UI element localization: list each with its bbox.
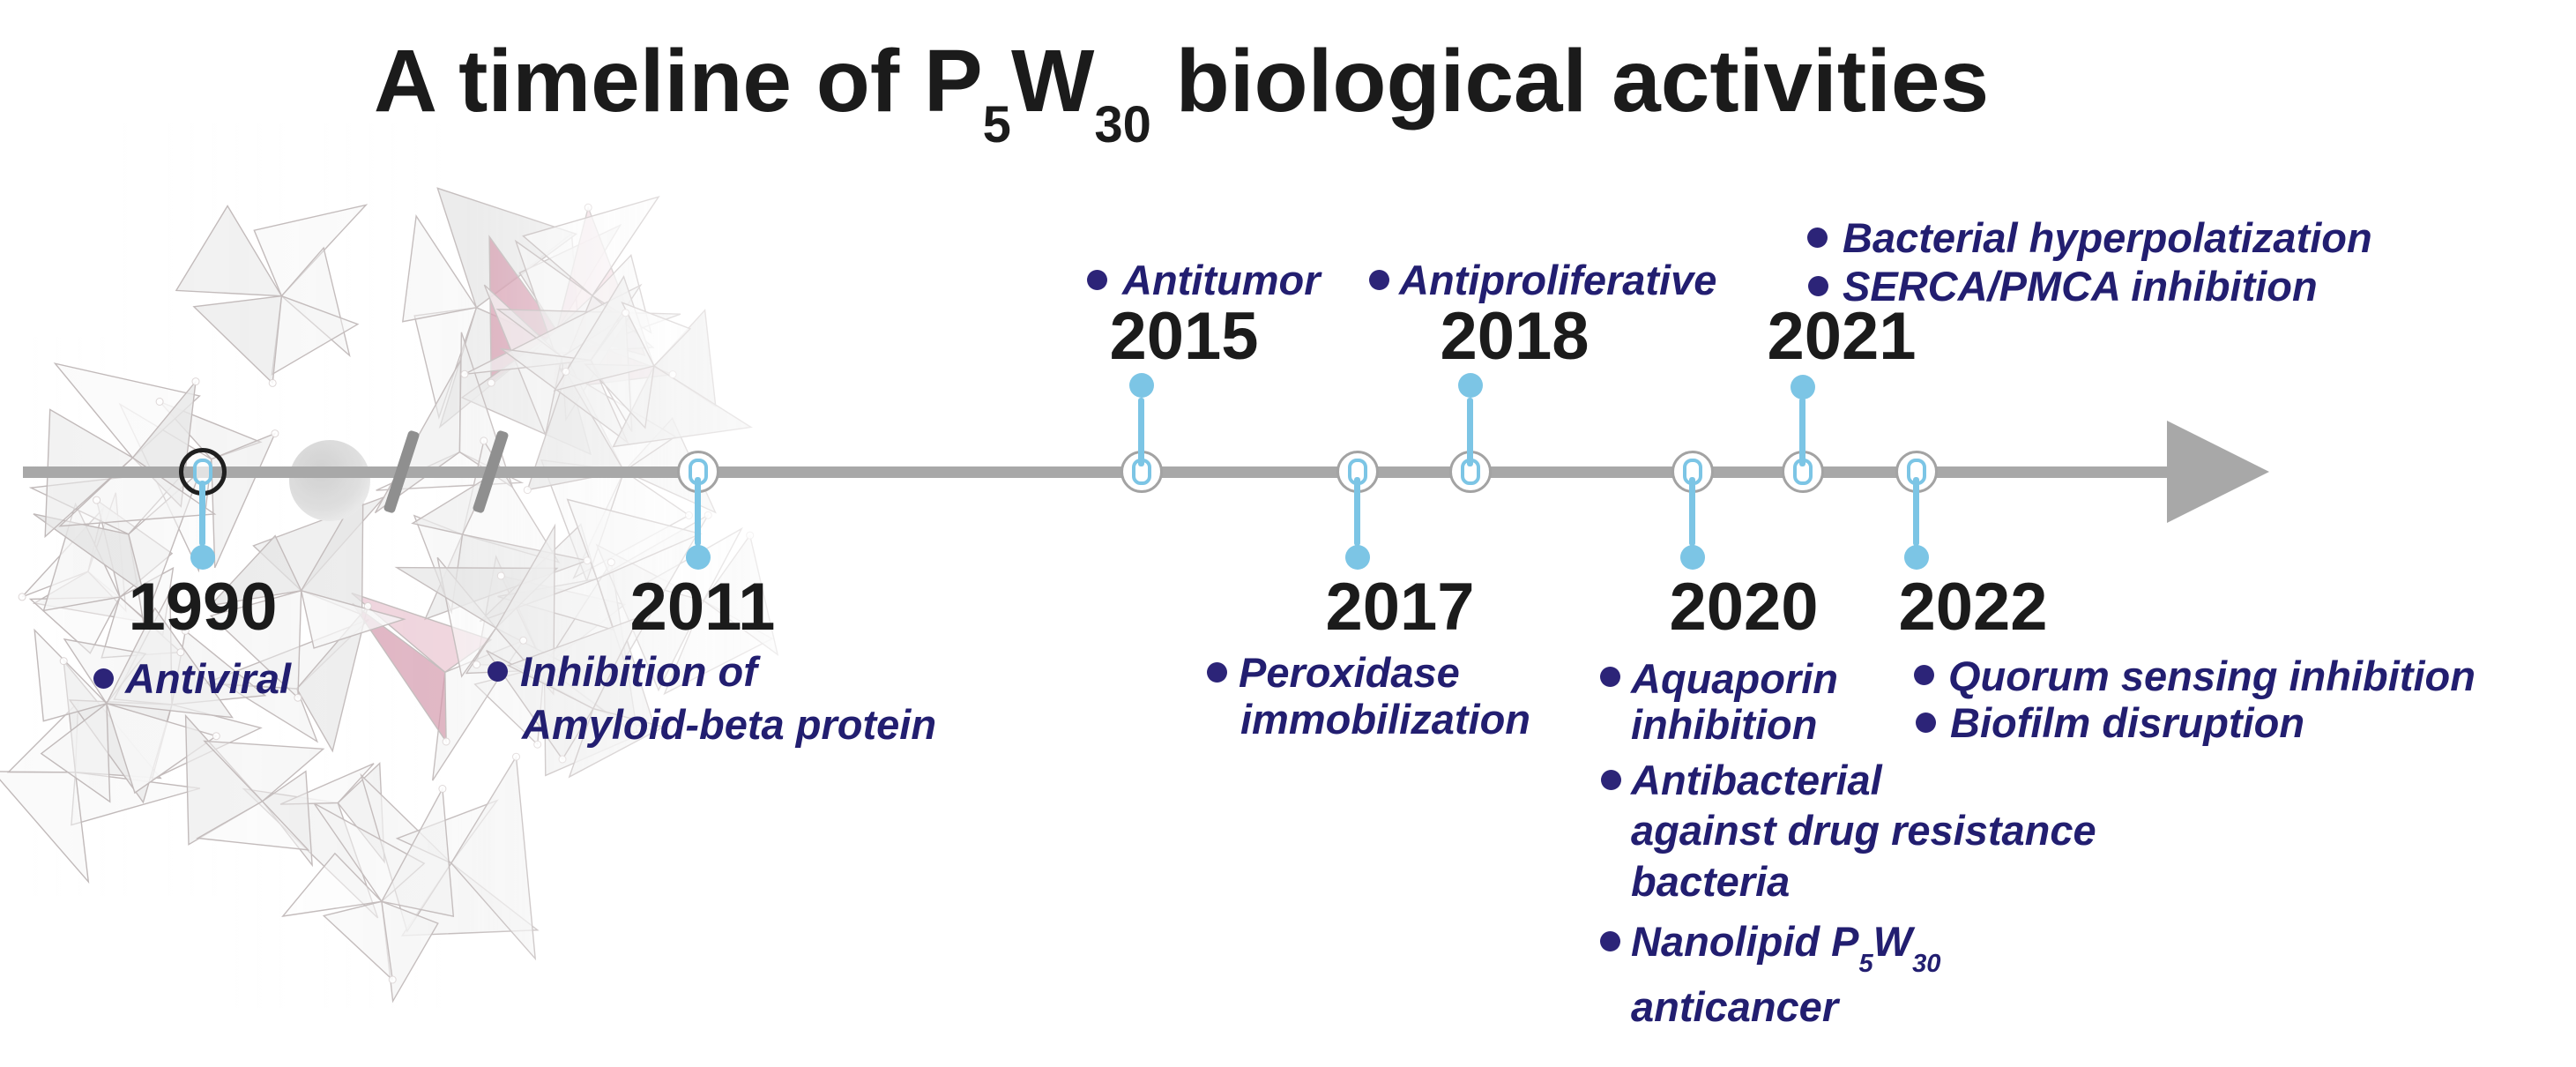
note-2015-antitumor: Antitumor: [1122, 257, 1321, 303]
stem-2022: [1913, 477, 1919, 546]
note-2020-antibacterial: Antibacterial: [1631, 757, 1882, 803]
stem-2021: [1799, 398, 1805, 466]
stem-dot-2015: [1129, 373, 1154, 398]
note-2020-inhibition: inhibition: [1631, 701, 1818, 748]
title-subscript-5: 5: [982, 95, 1011, 153]
molecule-structure-graphic: [0, 123, 1014, 1014]
stem-dot-2011: [686, 545, 711, 570]
note-2011-line1: Inhibition of: [520, 648, 757, 695]
stem-dot-2022: [1904, 545, 1929, 570]
year-label-2015: 2015: [1109, 299, 1259, 374]
stem-2018: [1467, 398, 1473, 466]
year-label-2011: 2011: [629, 570, 776, 645]
stem-2015: [1138, 398, 1144, 466]
note-1990-antiviral: Antiviral: [125, 655, 292, 702]
bullet-icon: [1600, 667, 1620, 687]
bullet-icon: [488, 661, 508, 682]
timeline-arrowhead-icon: [2167, 421, 2269, 523]
stem-1990: [199, 481, 205, 546]
stem-2011: [695, 477, 701, 546]
subscript-5: 5: [1858, 949, 1873, 978]
stem-dot-2021: [1791, 375, 1815, 399]
bullet-icon: [1807, 228, 1828, 248]
note-2020-anticancer: anticancer: [1631, 983, 1839, 1030]
title-text: A timeline of P: [373, 32, 983, 131]
note-2017-line1: Peroxidase: [1239, 649, 1460, 696]
timeline-node-2018: [1449, 451, 1492, 493]
bullet-icon: [93, 668, 114, 689]
note-2018-antiproliferative: Antiproliferative: [1399, 257, 1717, 303]
bullet-icon: [1914, 665, 1934, 685]
year-label-2020: 2020: [1669, 570, 1819, 645]
stem-dot-1990: [190, 545, 215, 570]
note-2020-bacteria: bacteria: [1631, 858, 1791, 905]
note-2021-bacterial-hyperpolatization: Bacterial hyperpolatization: [1843, 214, 2372, 261]
timeline-axis: [23, 466, 2188, 478]
note-2017-line2: immobilization: [1240, 696, 1530, 742]
year-label-2021: 2021: [1767, 299, 1917, 374]
bullet-icon: [1207, 662, 1227, 683]
stem-dot-2018: [1458, 373, 1483, 398]
bullet-icon: [1808, 276, 1828, 296]
subscript-30: 30: [1912, 949, 1941, 978]
bullet-icon: [1087, 270, 1107, 290]
bullet-icon: [1600, 931, 1620, 951]
note-2022-biofilm: Biofilm disruption: [1950, 699, 2305, 746]
year-label-2022: 2022: [1898, 570, 2048, 645]
note-2020-against-drug: against drug resistance: [1631, 807, 2096, 854]
bullet-icon: [1601, 770, 1621, 790]
note-2020-aquaporin: Aquaporin: [1631, 655, 1838, 702]
note-2020-nanolipid: Nanolipid P5W30: [1631, 918, 1941, 978]
stem-2020: [1689, 477, 1695, 546]
year-label-2017: 2017: [1325, 570, 1475, 645]
figure-title: A timeline of P5W30 biological activitie…: [373, 32, 1990, 153]
stem-2017: [1354, 477, 1360, 546]
stem-dot-2017: [1345, 545, 1370, 570]
title-subscript-30: 30: [1094, 95, 1151, 153]
year-label-1990: 1990: [128, 570, 278, 645]
bullet-icon: [1369, 270, 1389, 290]
timeline-node-1990: [179, 448, 227, 496]
note-2011-line2: Amyloid-beta protein: [522, 701, 937, 748]
note-2022-quorum: Quorum sensing inhibition: [1948, 653, 2475, 699]
note-2021-serca-pmca: SERCA/PMCA inhibition: [1843, 263, 2318, 310]
bullet-icon: [1916, 713, 1936, 733]
stem-dot-2020: [1680, 545, 1705, 570]
year-label-2018: 2018: [1440, 299, 1590, 374]
